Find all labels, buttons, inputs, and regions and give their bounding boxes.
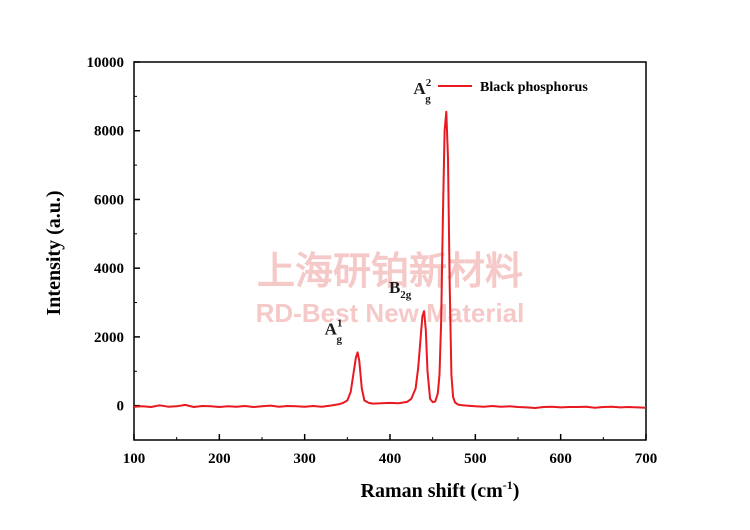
x-tick-label: 400 (379, 451, 402, 467)
y-axis-ticks: 0 2000 4000 6000 8000 10000 (87, 55, 140, 441)
x-tick-label: 700 (635, 451, 658, 467)
x-tick-label: 200 (208, 451, 231, 467)
watermark-chinese: 上海研铂新材料 (257, 249, 523, 293)
y-tick-label: 10000 (87, 55, 125, 71)
x-axis-title: Raman shift (cm-1) (361, 478, 520, 502)
y-tick-label: 2000 (94, 330, 124, 346)
x-axis-ticks: 100 200 300 400 500 600 700 (123, 434, 658, 467)
legend: Black phosphorus (438, 80, 588, 95)
y-tick-label: 8000 (94, 124, 124, 140)
y-tick-label: 0 (117, 399, 125, 415)
x-tick-label: 600 (549, 451, 572, 467)
peak-annotations: A1 g B2g A2 g (325, 77, 432, 346)
peak-label: B2g (389, 278, 412, 301)
watermark-english: RD-Best New Material (256, 298, 525, 328)
series-line-black-phosphorus (133, 110, 647, 409)
x-tick-label: 100 (123, 451, 146, 467)
y-tick-label: 6000 (94, 192, 124, 208)
x-tick-label: 300 (293, 451, 316, 467)
x-axis-title-main: Raman shift (cm (361, 480, 504, 502)
y-axis-title: Intensity (a.u.) (43, 190, 65, 315)
y-tick-label: 4000 (94, 261, 124, 277)
x-tick-label: 500 (464, 451, 487, 467)
legend-label-black-phosphorus: Black phosphorus (480, 80, 588, 95)
x-axis-title-sup: -1 (503, 478, 513, 492)
peak-label: A2 g (413, 77, 431, 105)
peak-label: A1 g (325, 317, 343, 345)
x-axis-title-end: ) (513, 480, 520, 502)
